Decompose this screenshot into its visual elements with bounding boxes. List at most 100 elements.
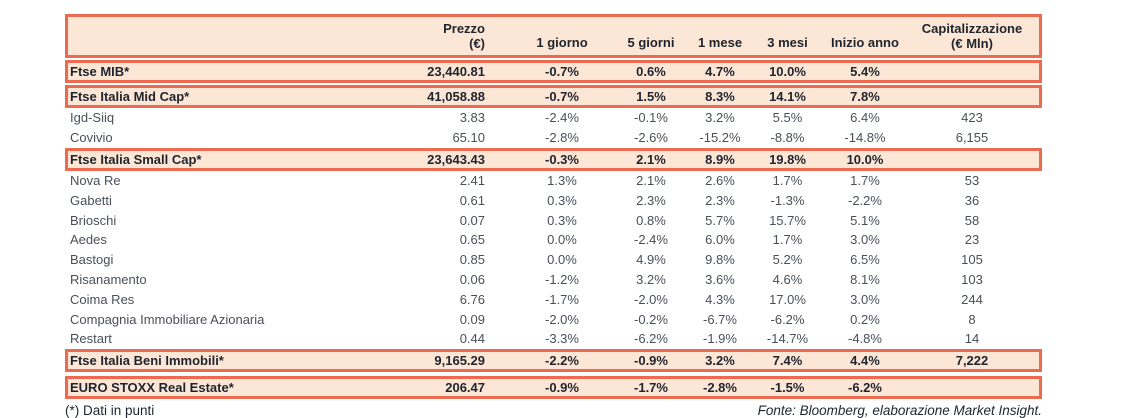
cell-m1: 3.2% [705, 110, 735, 126]
cell-g1: 0.0% [547, 232, 577, 248]
cell-prezzo: 0.06 [459, 271, 485, 287]
cell-g5: 0.6% [636, 64, 666, 79]
cell-m1: -15.2% [699, 130, 741, 146]
cell-cap: 23 [964, 232, 980, 248]
cell-m1: 8.9% [705, 151, 735, 167]
cell-g5: 2.1% [636, 172, 666, 188]
cell-g5: -2.6% [634, 130, 668, 146]
cell-m3: 5.2% [772, 252, 803, 268]
header-m3: 3 mesi [767, 35, 808, 50]
cell-g5: -6.2% [634, 331, 668, 347]
table-header: Prezzo (€) 1 giorno 5 giorni 1 mese 3 mesi Ini… [65, 14, 1042, 58]
cell-ytd: 3.0% [850, 291, 880, 307]
cell-m3: 1.7% [772, 232, 803, 248]
cell-g1: -2.8% [545, 130, 579, 146]
cell-ytd: 1.7% [850, 172, 880, 188]
header-ytd: Inizio anno [831, 35, 899, 50]
cell-m3: 7.4% [772, 352, 803, 368]
header-g5: 5 giorni [627, 35, 675, 50]
cell-m3: 15.7% [769, 212, 806, 228]
stock-row: Coima Res 6.76 -1.7% -2.0% 4.3% 17.0% 3.0% 244 [65, 289, 1042, 309]
stock-row: Compagnia Immobiliare Azionaria 0.09 -2.0%… [65, 309, 1042, 329]
cell-prezzo: 23,643.43 [427, 151, 485, 167]
cell-cap: 14 [964, 331, 980, 347]
cell-prezzo: 9,165.29 [434, 352, 485, 368]
cell-m3: 5.5% [772, 110, 803, 126]
index-row: EURO STOXX Real Estate* 206.47 -0.9% -1.7% -… [65, 375, 1042, 399]
cell-cap: 244 [961, 291, 983, 307]
stock-row: Brioschi 0.07 0.3% 0.8% 5.7% 15.7% 5.1% 58 [65, 210, 1042, 230]
cell-m3: -1.5% [770, 379, 805, 395]
cell-name: Bastogi [70, 252, 114, 268]
cell-ytd: 4.4% [850, 352, 880, 368]
cell-g5: 0.8% [636, 212, 666, 228]
cell-ytd: -6.2% [848, 379, 882, 395]
cell-g1: -1.2% [545, 271, 579, 287]
cell-m1: 6.0% [705, 232, 735, 248]
cell-ytd: 8.1% [850, 271, 880, 287]
stock-row: Igd-Siiq 3.83 -2.4% -0.1% 3.2% 5.5% 6.4% 423 [65, 108, 1042, 128]
cell-m3: -1.3% [770, 192, 805, 208]
cell-cap: 8 [968, 311, 976, 327]
cell-prezzo: 6.76 [459, 291, 485, 307]
cell-g5: 3.2% [636, 271, 666, 287]
cell-m1: -2.8% [703, 379, 737, 395]
cell-name: Gabetti [70, 192, 112, 208]
cell-ytd: 7.8% [850, 89, 880, 104]
cell-cap: 7,222 [955, 352, 989, 368]
cell-m3: -14.7% [766, 331, 809, 347]
cell-m3: -8.8% [770, 130, 805, 146]
cell-m1: 4.3% [705, 291, 735, 307]
cell-m1: 9.8% [705, 252, 735, 268]
cell-g5: -0.9% [634, 352, 668, 368]
cell-name: Compagnia Immobiliare Azionaria [70, 311, 265, 327]
cell-g1: -0.3% [545, 151, 579, 167]
cell-g5: 1.5% [636, 89, 666, 104]
cell-cap: 6,155 [955, 130, 989, 146]
cell-name: Restart [70, 331, 112, 347]
cell-ytd: -2.2% [848, 192, 882, 208]
cell-prezzo: 0.07 [459, 212, 485, 228]
cell-name: Igd-Siiq [70, 110, 115, 126]
cell-m1: 8.3% [705, 89, 735, 104]
stock-row: Restart 0.44 -3.3% -6.2% -1.9% -14.7% -4.8% 14 [65, 329, 1042, 349]
cell-m1: 4.7% [705, 64, 735, 79]
cell-m3: 10.0% [769, 64, 806, 79]
footnote: (*) Dati in punti [65, 402, 155, 418]
cell-ytd: 5.4% [850, 64, 880, 79]
header-m1: 1 mese [697, 35, 743, 50]
cell-g1: -1.7% [545, 291, 579, 307]
cell-name: Aedes [70, 232, 107, 248]
cell-cap: 103 [961, 271, 983, 287]
stock-row: Aedes 0.65 0.0% -2.4% 6.0% 1.7% 3.0% 23 [65, 230, 1042, 250]
stock-row: Nova Re 2.41 1.3% 2.1% 2.6% 1.7% 1.7% 53 [65, 171, 1042, 191]
cell-g5: -2.4% [634, 232, 668, 248]
cell-cap: 105 [961, 252, 983, 268]
cell-g1: -0.9% [545, 379, 579, 395]
cell-name: Ftse Italia Beni Immobili* [70, 352, 224, 368]
cell-prezzo: 23,440.81 [427, 64, 485, 79]
cell-g1: -2.4% [545, 110, 579, 126]
cell-m3: 1.7% [772, 172, 803, 188]
cell-g1: 0.0% [547, 252, 577, 268]
cell-prezzo: 0.44 [459, 331, 485, 347]
cell-prezzo: 0.61 [459, 192, 485, 208]
cell-g1: -2.2% [545, 352, 579, 368]
cell-ytd: 0.2% [850, 311, 880, 327]
cell-m1: -1.9% [703, 331, 737, 347]
cell-prezzo: 41,058.88 [427, 89, 485, 104]
cell-g5: 2.1% [636, 151, 666, 167]
header-g1: 1 giorno [536, 35, 588, 50]
cell-g1: 0.3% [547, 192, 577, 208]
cell-m3: 17.0% [769, 291, 806, 307]
header-cap: Capitalizzazione (€ Mln) [921, 21, 1023, 51]
cell-g1: -2.0% [545, 311, 579, 327]
cell-prezzo: 2.41 [459, 172, 485, 188]
cell-m1: 3.6% [705, 271, 735, 287]
cell-ytd: 5.1% [850, 212, 880, 228]
cell-g5: -2.0% [634, 291, 668, 307]
table-footer: (*) Dati in punti Fonte: Bloomberg, elab… [65, 403, 1042, 418]
cell-m1: -6.7% [703, 311, 737, 327]
cell-ytd: -4.8% [848, 331, 882, 347]
